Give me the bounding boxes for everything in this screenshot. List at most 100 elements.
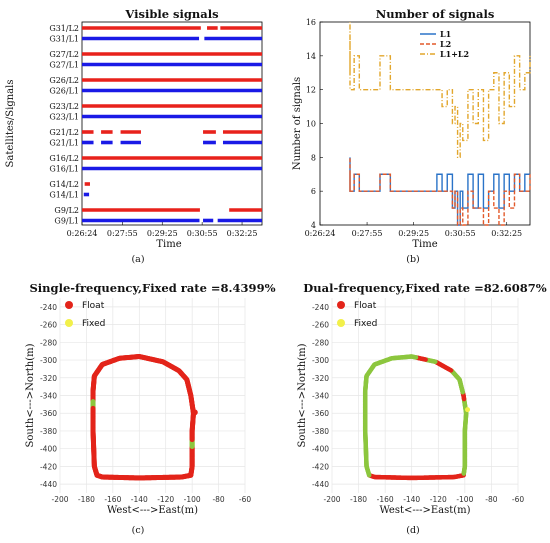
row-label: G16/L1 bbox=[49, 164, 79, 173]
y-tick-label: -380 bbox=[312, 427, 329, 436]
y-axis-label-a: Satellites/Signals bbox=[5, 80, 16, 168]
x-tick-label: -180 bbox=[350, 495, 367, 504]
row-label: G21/L2 bbox=[49, 128, 79, 137]
y-tick-label: 16 bbox=[306, 18, 316, 27]
y-tick-label: -420 bbox=[312, 462, 329, 471]
panel-d: -200 -180 -160 -140 -120 -100 -80 -60 -240 -260 -2… bbox=[297, 281, 547, 536]
x-tick-label: 0:27:55 bbox=[352, 229, 383, 238]
x-tick-label: -200 bbox=[51, 495, 68, 504]
row-label: G21/L1 bbox=[49, 138, 79, 147]
row-label: G27/L2 bbox=[49, 50, 79, 59]
y-tick-label: -300 bbox=[312, 356, 329, 365]
chart-title-c: Single-frequency,Fixed rate =8.4399% bbox=[30, 281, 276, 295]
y-tick-label: 8 bbox=[311, 153, 316, 162]
x-tick-label: -60 bbox=[512, 495, 524, 504]
x-tick-label: -80 bbox=[212, 495, 224, 504]
row-label: G16/L2 bbox=[49, 154, 79, 163]
y-tick-label: 4 bbox=[311, 221, 316, 230]
x-tick-label: 0:29:25 bbox=[147, 229, 178, 238]
x-tick-label: -60 bbox=[239, 495, 251, 504]
y-tick-label: 6 bbox=[311, 187, 316, 196]
y-tick-label: -240 bbox=[312, 303, 329, 312]
row-label: G9/L1 bbox=[54, 216, 79, 225]
legend-marker-float bbox=[65, 301, 73, 309]
x-tick-label: 0:27:55 bbox=[107, 229, 138, 238]
x-tick-label: -160 bbox=[377, 495, 394, 504]
row-label: G27/L1 bbox=[49, 60, 79, 69]
plot-frame-a bbox=[81, 21, 263, 226]
chart-title-d: Dual-frequency,Fixed rate =82.6087% bbox=[303, 281, 546, 295]
caption-c: (c) bbox=[132, 525, 145, 536]
y-tick-label: -400 bbox=[312, 445, 329, 454]
y-tick-label: -400 bbox=[40, 445, 57, 454]
y-tick-label: -280 bbox=[40, 338, 57, 347]
y-tick-label: -320 bbox=[40, 374, 57, 383]
y-tick-label: -260 bbox=[312, 321, 329, 330]
row-label: G14/L1 bbox=[49, 190, 79, 199]
x-tick-label: 0:30:55 bbox=[445, 229, 476, 238]
y-tick-label: -320 bbox=[312, 374, 329, 383]
y-tick-label: 14 bbox=[306, 52, 316, 61]
row-label: G31/L1 bbox=[49, 34, 79, 43]
legend-label-fixed: Fixed bbox=[354, 319, 377, 329]
x-tick-label: 0:26:24 bbox=[67, 229, 98, 238]
row-label: G23/L1 bbox=[49, 112, 79, 121]
y-tick-label: -300 bbox=[40, 356, 57, 365]
series-line-l1plusl2 bbox=[349, 22, 531, 159]
x-tick-label: -180 bbox=[78, 495, 95, 504]
chart-title-b: Number of signals bbox=[376, 7, 495, 21]
x-tick-label: -100 bbox=[184, 495, 201, 504]
legend-label: L1 bbox=[440, 29, 451, 39]
y-tick-label: -360 bbox=[40, 409, 57, 418]
x-tick-label: -120 bbox=[157, 495, 174, 504]
y-tick-label: -340 bbox=[40, 392, 57, 401]
x-tick-label: -120 bbox=[430, 495, 447, 504]
x-tick-label: -100 bbox=[456, 495, 473, 504]
row-label: G9/L2 bbox=[54, 206, 79, 215]
panel-b: Number of signals 4 6 8 10 12 14 16 0:26:24 0:27:… bbox=[292, 7, 531, 265]
legend-label: L1+L2 bbox=[440, 49, 469, 59]
x-tick-label: -80 bbox=[485, 495, 497, 504]
legend-label-fixed: Fixed bbox=[82, 319, 105, 329]
y-tick-label: -440 bbox=[312, 480, 329, 489]
row-label: G14/L2 bbox=[49, 180, 79, 189]
chart-title-a: Visible signals bbox=[124, 7, 218, 21]
caption-a: (a) bbox=[131, 254, 144, 265]
legend-marker-fixed bbox=[337, 319, 345, 327]
x-tick-label: 0:32:25 bbox=[227, 229, 258, 238]
y-tick-label: 10 bbox=[306, 120, 316, 129]
y-tick-label: -440 bbox=[40, 480, 57, 489]
x-tick-label: -200 bbox=[323, 495, 340, 504]
caption-b: (b) bbox=[406, 254, 420, 265]
y-tick-label: -360 bbox=[312, 409, 329, 418]
y-axis-label-d: South<--->North(m) bbox=[297, 343, 308, 447]
x-tick-label: 0:26:24 bbox=[305, 229, 336, 238]
x-axis-label-c: West<--->East(m) bbox=[107, 505, 198, 516]
x-axis-label-d: West<--->East(m) bbox=[379, 505, 470, 516]
y-tick-label: -420 bbox=[40, 462, 57, 471]
y-tick-label: -240 bbox=[40, 303, 57, 312]
row-label: G23/L2 bbox=[49, 102, 79, 111]
x-tick-label: 0:32:25 bbox=[491, 229, 522, 238]
caption-d: (d) bbox=[406, 525, 420, 536]
y-tick-label: -260 bbox=[40, 321, 57, 330]
float-point bbox=[191, 409, 198, 416]
series-line-l2 bbox=[349, 157, 531, 226]
row-label: G31/L2 bbox=[49, 24, 79, 33]
y-tick-label: 12 bbox=[306, 86, 316, 95]
y-axis-label-c: South<--->North(m) bbox=[25, 343, 36, 447]
x-tick-label: 0:30:55 bbox=[187, 229, 218, 238]
fixed-point bbox=[465, 407, 471, 413]
y-axis-label-b: Number of signals bbox=[292, 77, 303, 170]
legend-marker-float bbox=[337, 301, 345, 309]
x-axis-label-a: Time bbox=[156, 239, 181, 250]
x-tick-label: -140 bbox=[131, 495, 148, 504]
x-axis-label-b: Time bbox=[412, 239, 437, 250]
panel-c: -200 -180 -160 -140 -120 -100 -80 -60 -240 -260 -2… bbox=[25, 281, 276, 536]
row-label: G26/L1 bbox=[49, 86, 79, 95]
x-tick-label: -160 bbox=[104, 495, 121, 504]
legend-label: L2 bbox=[440, 39, 451, 49]
legend-marker-fixed bbox=[65, 319, 73, 327]
